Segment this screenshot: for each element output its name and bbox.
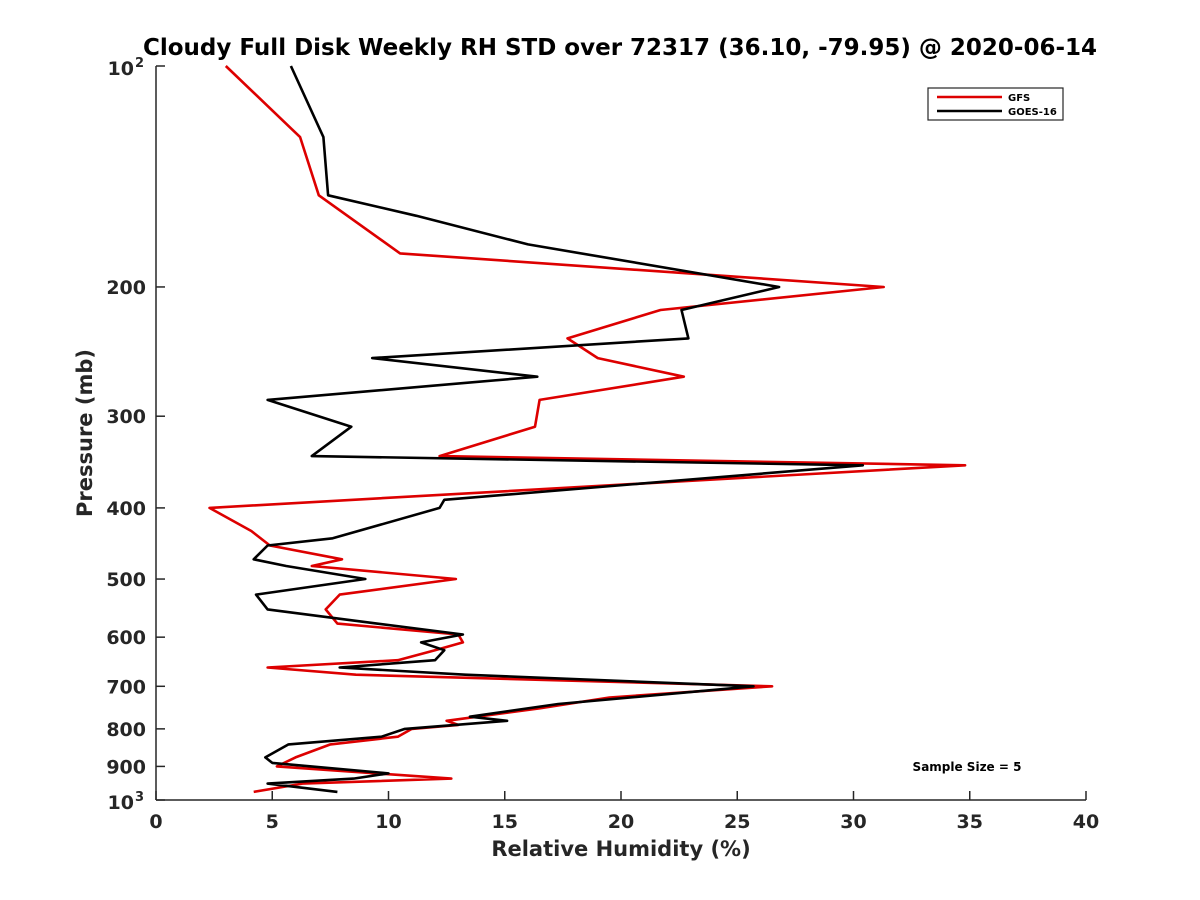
plot-area — [156, 66, 1086, 800]
y-tick-label: 700 — [106, 676, 146, 698]
legend-box — [927, 87, 1064, 121]
legend-label-gfs: GFS — [1008, 93, 1030, 104]
y-tick-label: 10 — [108, 792, 134, 814]
x-axis-label: Relative Humidity (%) — [491, 837, 750, 861]
x-tick-label: 35 — [957, 811, 983, 833]
x-tick-label: 10 — [375, 811, 401, 833]
x-tick-label: 5 — [266, 811, 279, 833]
series-line-goes16 — [252, 65, 865, 794]
x-axis-ticks: 0 5 10 15 20 25 30 35 40 — [149, 791, 1099, 833]
x-tick-label: 20 — [608, 811, 634, 833]
x-tick-label: 15 — [492, 811, 518, 833]
y-tick-label: 200 — [106, 277, 146, 299]
x-tick-label: 40 — [1073, 811, 1099, 833]
y-tick-label: 10 — [108, 58, 134, 80]
y-tick-label: 800 — [106, 719, 146, 741]
y-tick-exponent: 2 — [135, 56, 144, 71]
y-tick-label: 500 — [106, 569, 146, 591]
x-tick-label: 0 — [149, 811, 162, 833]
chart-title: Cloudy Full Disk Weekly RH STD over 7231… — [143, 35, 1097, 61]
sample-size-annotation: Sample Size = 5 — [913, 760, 1022, 774]
series-line-gfs — [208, 65, 967, 794]
x-tick-label: 30 — [840, 811, 866, 833]
legend-label-goes16: GOES-16 — [1008, 107, 1057, 118]
y-tick-label: 400 — [106, 498, 146, 520]
x-tick-label: 25 — [724, 811, 750, 833]
y-tick-exponent: 3 — [135, 790, 144, 805]
y-tick-label: 300 — [106, 406, 146, 428]
y-tick-label: 600 — [106, 627, 146, 649]
y-tick-label: 900 — [106, 756, 146, 778]
y-axis-label: Pressure (mb) — [73, 349, 97, 517]
series-layer — [208, 65, 967, 794]
legend: GFS GOES-16 — [927, 87, 1064, 121]
